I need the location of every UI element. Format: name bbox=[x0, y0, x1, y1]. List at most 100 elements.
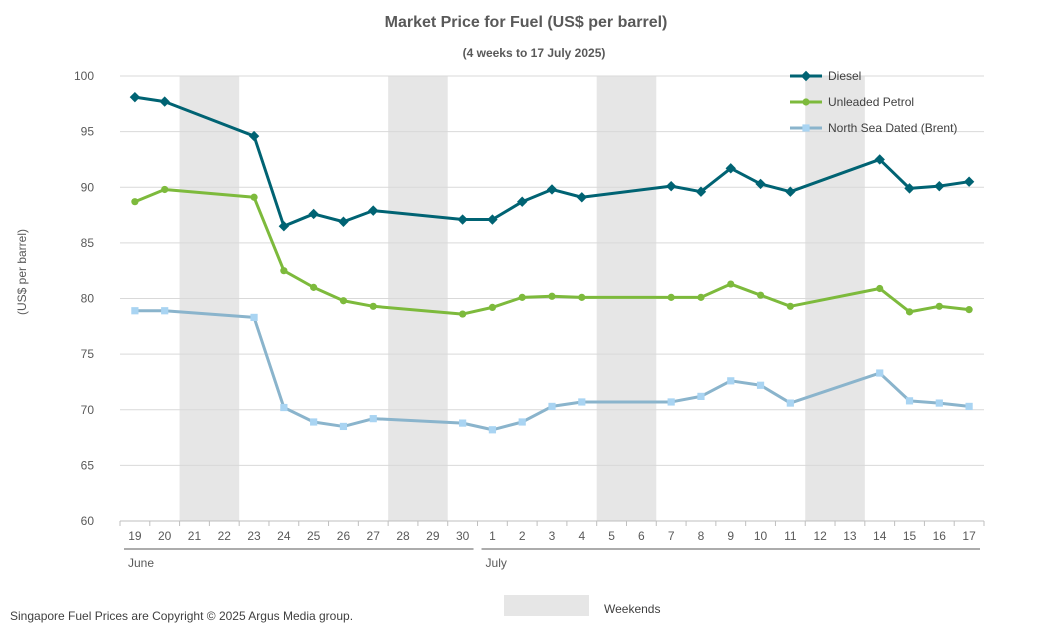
series-lines bbox=[129, 91, 975, 434]
x-tick-label: 23 bbox=[247, 529, 261, 543]
data-point-diamond bbox=[695, 186, 707, 197]
data-point-square bbox=[786, 399, 794, 407]
data-point-circle bbox=[697, 293, 705, 301]
x-tick-label: 9 bbox=[727, 529, 734, 543]
x-tick-label: 3 bbox=[549, 529, 556, 543]
data-point-circle bbox=[548, 292, 556, 300]
legend-label: Diesel bbox=[828, 69, 861, 83]
data-point-square bbox=[802, 124, 810, 132]
data-point-diamond bbox=[487, 214, 498, 225]
x-tick-label: 15 bbox=[903, 529, 917, 543]
x-tick-label: 24 bbox=[277, 529, 291, 543]
x-tick-label: 21 bbox=[188, 529, 202, 543]
data-point-circle bbox=[280, 267, 288, 275]
y-tick-label: 100 bbox=[74, 69, 94, 83]
data-point-square bbox=[756, 381, 765, 389]
data-point-diamond bbox=[785, 186, 796, 197]
weekends-legend-label: Weekends bbox=[604, 602, 660, 616]
data-point-circle bbox=[518, 293, 526, 301]
x-tick-label: 2 bbox=[519, 529, 526, 543]
data-point-circle bbox=[935, 302, 943, 310]
data-point-circle bbox=[905, 308, 914, 316]
x-tick-label: 17 bbox=[962, 529, 976, 543]
data-point-diamond bbox=[576, 192, 587, 203]
x-tick-label: 1 bbox=[489, 529, 496, 543]
data-point-diamond bbox=[904, 183, 915, 194]
data-point-square bbox=[161, 307, 169, 315]
x-tick-label: 26 bbox=[337, 529, 351, 543]
y-tick-label: 95 bbox=[81, 125, 95, 139]
data-point-diamond bbox=[874, 154, 885, 165]
data-point-square bbox=[280, 403, 288, 412]
data-point-circle bbox=[727, 280, 735, 288]
data-point-square bbox=[488, 426, 497, 434]
x-tick-label: 13 bbox=[843, 529, 857, 543]
x-tick-label: 11 bbox=[784, 529, 797, 543]
data-point-diamond bbox=[755, 178, 766, 190]
chart-title: Market Price for Fuel (US$ per barrel) bbox=[385, 14, 668, 31]
data-point-circle bbox=[369, 302, 377, 310]
y-axis-ticks: 60 65 70 75 80 85 90 95 100 bbox=[74, 69, 94, 528]
x-tick-label: 20 bbox=[158, 529, 172, 543]
data-point-circle bbox=[310, 283, 318, 291]
x-tick-label: 22 bbox=[218, 529, 232, 543]
x-tick-label: 25 bbox=[307, 529, 321, 543]
data-point-circle bbox=[488, 303, 497, 311]
y-tick-label: 80 bbox=[81, 292, 95, 306]
legend: Diesel Unleaded Petrol North Sea Dated (Br… bbox=[790, 69, 957, 135]
data-point-circle bbox=[339, 297, 348, 305]
x-tick-label: 28 bbox=[396, 529, 410, 543]
data-point-circle bbox=[965, 306, 973, 314]
x-tick-label: 30 bbox=[456, 529, 470, 543]
y-tick-label: 60 bbox=[81, 514, 95, 528]
x-tick-label: 29 bbox=[426, 529, 440, 543]
data-point-circle bbox=[802, 98, 810, 106]
y-tick-label: 70 bbox=[81, 403, 95, 417]
x-tick-label: 6 bbox=[638, 529, 645, 543]
y-tick-label: 90 bbox=[81, 180, 95, 194]
chart-subtitle: (4 weeks to 17 July 2025) bbox=[463, 46, 606, 60]
data-point-square bbox=[935, 399, 943, 407]
copyright-note: Singapore Fuel Prices are Copyright © 20… bbox=[10, 609, 353, 623]
data-point-square bbox=[369, 415, 377, 423]
month-label: July bbox=[486, 556, 507, 570]
x-tick-label: 4 bbox=[578, 529, 585, 543]
data-point-circle bbox=[876, 284, 884, 293]
data-point-diamond bbox=[308, 208, 319, 220]
data-point-square bbox=[548, 402, 556, 411]
data-point-diamond bbox=[725, 163, 736, 174]
data-point-diamond bbox=[934, 180, 945, 192]
x-tick-label: 16 bbox=[933, 529, 947, 543]
data-point-circle bbox=[578, 293, 586, 301]
data-point-diamond bbox=[368, 205, 379, 216]
data-point-diamond bbox=[800, 70, 812, 82]
data-point-square bbox=[250, 313, 258, 322]
data-point-diamond bbox=[546, 184, 558, 195]
data-point-square bbox=[965, 402, 973, 411]
data-point-diamond bbox=[517, 196, 528, 207]
x-tick-label: 5 bbox=[608, 529, 615, 543]
data-point-square bbox=[876, 369, 884, 377]
data-point-diamond bbox=[665, 180, 677, 192]
y-axis-label: (US$ per barrel) bbox=[15, 229, 29, 315]
x-tick-label: 10 bbox=[754, 529, 768, 543]
weekends-legend-swatch bbox=[504, 595, 589, 616]
data-point-diamond bbox=[457, 214, 468, 225]
data-point-diamond bbox=[129, 91, 141, 103]
legend-label: Unleaded Petrol bbox=[828, 95, 914, 109]
x-axis-ticks: 19 20 21 22 23 24 25 26 27 28 29 30 1 2 3 4 5 6 7 8 9 10 11 12 1… bbox=[119, 520, 985, 570]
x-tick-label: 14 bbox=[873, 529, 887, 543]
data-point-square bbox=[518, 418, 526, 426]
data-point-square bbox=[667, 398, 675, 406]
data-point-circle bbox=[250, 193, 258, 201]
legend-label: North Sea Dated (Brent) bbox=[828, 121, 957, 135]
data-point-square bbox=[905, 397, 914, 405]
data-point-diamond bbox=[248, 130, 260, 142]
data-point-circle bbox=[667, 293, 675, 301]
data-point-square bbox=[131, 307, 139, 315]
month-label: June bbox=[128, 556, 154, 570]
y-tick-label: 65 bbox=[81, 458, 95, 472]
x-tick-label: 7 bbox=[668, 529, 675, 543]
data-point-square bbox=[578, 398, 586, 406]
data-point-diamond bbox=[159, 96, 170, 107]
